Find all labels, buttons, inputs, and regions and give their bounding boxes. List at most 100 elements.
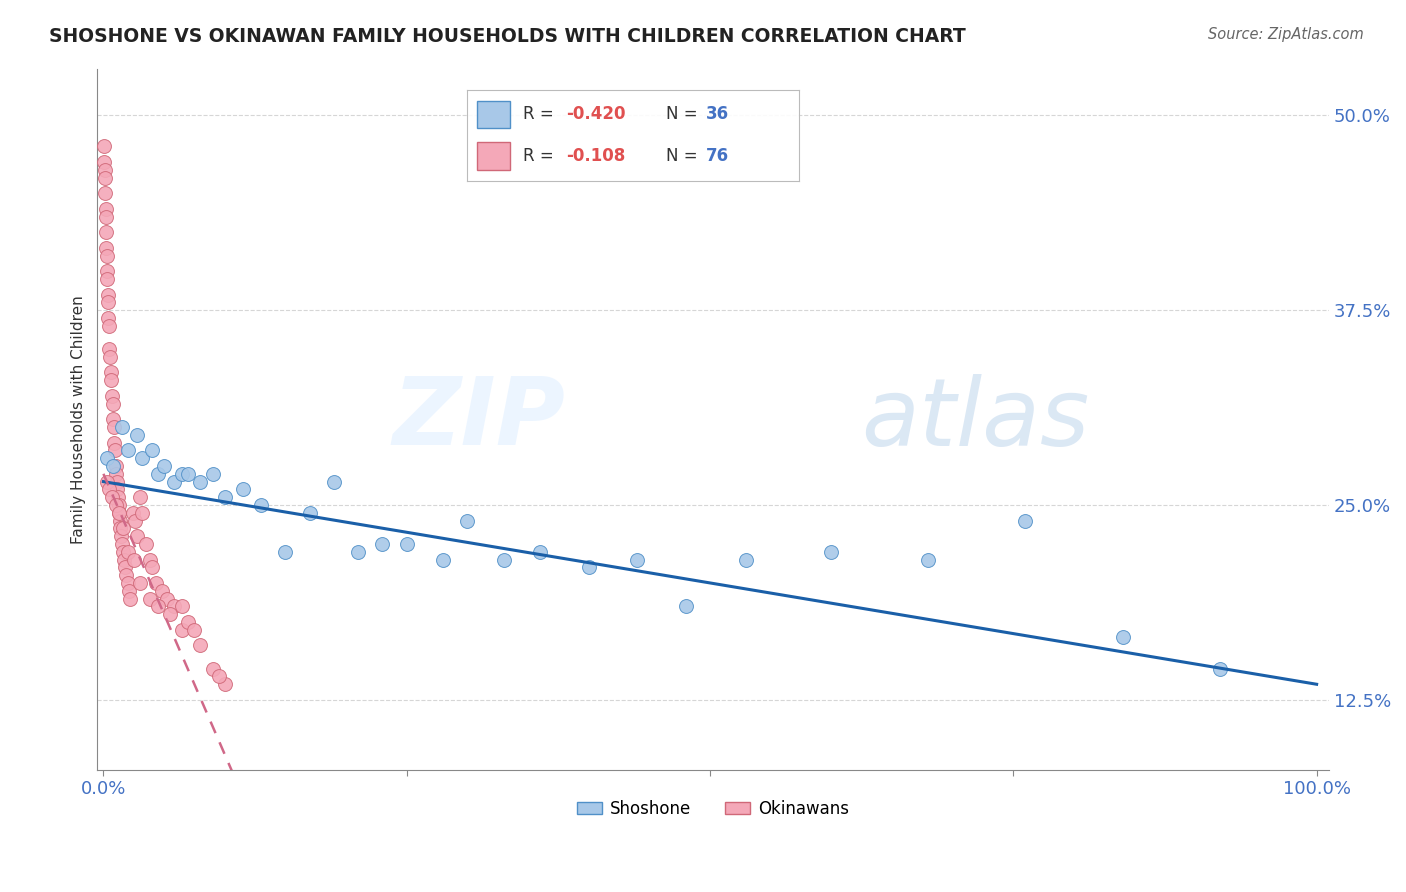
Point <box>96 241 118 255</box>
Point <box>1014 514 1036 528</box>
Point <box>250 498 273 512</box>
Point <box>201 662 224 676</box>
Point <box>110 420 132 434</box>
Point <box>110 537 132 551</box>
Point <box>120 591 142 606</box>
Point <box>94 225 117 239</box>
Point <box>190 475 212 489</box>
Point <box>456 514 478 528</box>
Point <box>917 552 939 566</box>
Point <box>172 599 194 614</box>
Point <box>108 506 131 520</box>
Point <box>101 412 124 426</box>
Point <box>94 210 117 224</box>
Point <box>155 591 177 606</box>
Point <box>94 202 117 216</box>
Point <box>108 514 131 528</box>
Point <box>183 623 205 637</box>
Point <box>97 287 120 301</box>
Point <box>820 545 842 559</box>
Point <box>101 397 124 411</box>
Point <box>97 310 120 325</box>
Point <box>117 576 139 591</box>
Point <box>111 545 134 559</box>
Point <box>1111 631 1133 645</box>
Point <box>128 490 150 504</box>
Point <box>103 435 125 450</box>
Point <box>110 521 132 535</box>
Point <box>138 552 160 566</box>
Point <box>138 591 160 606</box>
Point <box>118 583 141 598</box>
Point <box>145 576 167 591</box>
Point <box>104 458 127 473</box>
Point <box>131 451 153 466</box>
Point <box>141 560 163 574</box>
Point <box>97 295 120 310</box>
Point <box>578 560 600 574</box>
Point <box>131 506 153 520</box>
Point <box>101 458 124 473</box>
Point <box>201 467 224 481</box>
Point <box>96 451 118 466</box>
Point <box>107 490 129 504</box>
Point <box>735 552 758 566</box>
Point <box>128 576 150 591</box>
Point <box>529 545 551 559</box>
Point <box>117 545 139 559</box>
Point <box>94 170 117 185</box>
Point <box>101 490 124 504</box>
Point <box>172 467 194 481</box>
Point <box>117 443 139 458</box>
Point <box>432 552 454 566</box>
Point <box>214 490 236 504</box>
Point <box>163 475 186 489</box>
Point <box>208 669 231 683</box>
Point <box>190 638 212 652</box>
Point <box>104 498 127 512</box>
Text: atlas: atlas <box>860 374 1090 465</box>
Text: SHOSHONE VS OKINAWAN FAMILY HOUSEHOLDS WITH CHILDREN CORRELATION CHART: SHOSHONE VS OKINAWAN FAMILY HOUSEHOLDS W… <box>49 27 966 45</box>
Text: ZIP: ZIP <box>392 373 565 466</box>
Point <box>371 537 394 551</box>
Point <box>97 318 120 333</box>
Point <box>100 373 122 387</box>
Point <box>141 443 163 458</box>
Point <box>127 529 149 543</box>
Point <box>105 483 128 497</box>
Point <box>159 607 181 621</box>
Point <box>1208 662 1230 676</box>
Point <box>163 599 186 614</box>
Point <box>395 537 418 551</box>
Point <box>626 552 648 566</box>
Point <box>96 264 118 278</box>
Point <box>94 186 117 201</box>
Point <box>100 366 122 380</box>
Point <box>105 475 128 489</box>
Point <box>110 529 132 543</box>
Text: Source: ZipAtlas.com: Source: ZipAtlas.com <box>1208 27 1364 42</box>
Point <box>177 615 200 629</box>
Point <box>111 521 134 535</box>
Point <box>150 583 173 598</box>
Point <box>177 467 200 481</box>
Point <box>153 458 176 473</box>
Point <box>124 514 146 528</box>
Y-axis label: Family Households with Children: Family Households with Children <box>72 295 86 543</box>
Point <box>172 623 194 637</box>
Point <box>96 272 118 286</box>
Point <box>323 475 346 489</box>
Point <box>108 506 131 520</box>
Point <box>135 537 157 551</box>
Point <box>115 568 138 582</box>
Point <box>122 552 145 566</box>
Point <box>98 350 121 364</box>
Point <box>104 443 127 458</box>
Point <box>93 139 115 153</box>
Point <box>107 498 129 512</box>
Point <box>127 427 149 442</box>
Legend: Shoshone, Okinawans: Shoshone, Okinawans <box>571 794 856 825</box>
Point <box>112 552 135 566</box>
Point <box>98 483 121 497</box>
Point <box>121 506 143 520</box>
